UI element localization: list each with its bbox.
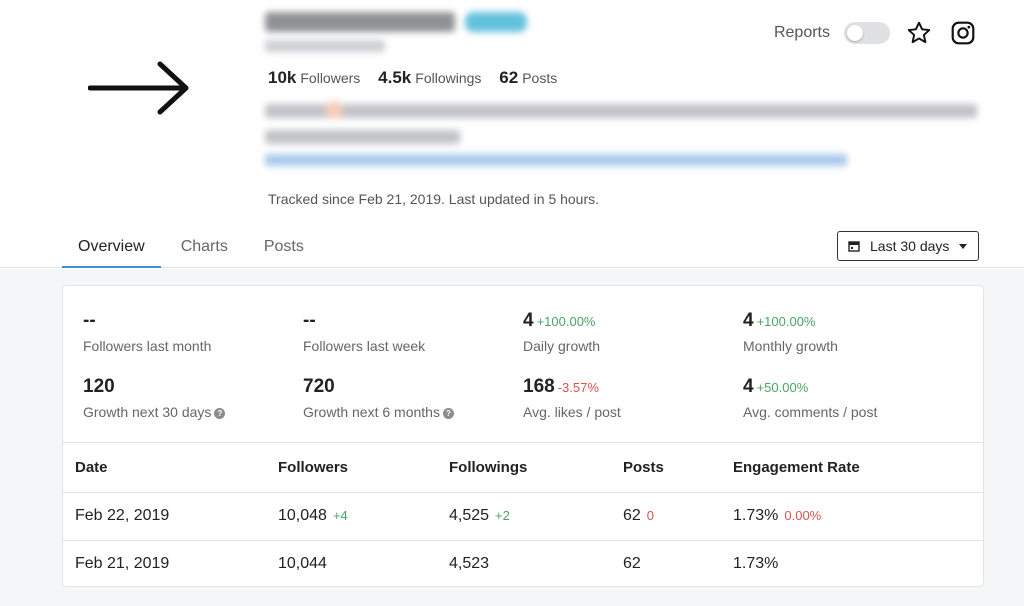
table-row: Feb 21, 2019 10,044 4,523 62 1.73%: [63, 540, 983, 586]
metric-label: Followers last week: [303, 338, 426, 354]
instagram-link-button[interactable]: [948, 18, 978, 48]
metric-value: 120: [83, 376, 115, 397]
favorite-button[interactable]: [904, 18, 934, 48]
metric-value: 4: [743, 310, 754, 331]
cell-value: 62: [623, 507, 641, 524]
star-outline-icon: [907, 21, 931, 44]
metric-label: Avg. comments / post: [743, 404, 878, 420]
metric-change: -3.57%: [557, 380, 599, 395]
cell-delta: 0.00%: [784, 508, 822, 523]
cell-posts: 62 0: [611, 492, 721, 541]
metric-growth-next-6-months: 720 Growth next 6 months?: [303, 376, 454, 420]
cell-value: 10,048: [278, 507, 327, 524]
overview-card: -- Followers last month -- Followers las…: [62, 285, 984, 587]
cell-followings: 4,525 +2: [437, 492, 611, 541]
metrics-grid: -- Followers last month -- Followers las…: [63, 286, 983, 443]
cell-posts: 62: [611, 540, 721, 586]
stat-followings: 4.5k Followings: [378, 68, 482, 87]
header-actions: Reports: [774, 18, 978, 48]
cell-value: 1.73%: [733, 555, 779, 573]
date-range-dropdown[interactable]: Last 30 days: [837, 231, 979, 261]
metric-monthly-growth: 4 +100.00% Monthly growth: [743, 310, 838, 354]
cell-delta: +4: [332, 508, 348, 523]
tab-posts[interactable]: Posts: [263, 238, 304, 255]
table-header-row: Date Followers Followings Posts Engageme…: [63, 444, 983, 493]
column-header-engagement-rate[interactable]: Engagement Rate: [721, 444, 983, 493]
profile-link-redacted: [265, 154, 847, 166]
metric-label: Growth next 30 days: [83, 404, 212, 420]
metric-value: --: [303, 310, 316, 331]
table-row: Feb 22, 2019 10,048 +4 4,525 +2 62 0 1.73% 0…: [63, 492, 983, 541]
metric-value: 4: [743, 376, 754, 397]
cell-value: 4,525: [449, 507, 490, 524]
metric-avg-comments: 4 +50.00% Avg. comments / post: [743, 376, 877, 420]
cell-delta: 0: [646, 508, 655, 523]
metric-value: --: [83, 310, 96, 331]
cell-value: 62: [623, 555, 641, 573]
profile-bio-redacted: [265, 101, 977, 119]
metric-change: +50.00%: [756, 380, 809, 395]
metric-daily-growth: 4 +100.00% Daily growth: [523, 310, 600, 354]
metric-followers-last-week: -- Followers last week: [303, 310, 425, 354]
column-header-date[interactable]: Date: [63, 444, 266, 493]
arrow-right-icon: [88, 61, 189, 115]
stat-posts: 62 Posts: [499, 68, 558, 87]
cell-date: Feb 22, 2019: [63, 492, 266, 541]
metric-avg-likes: 168 -3.57% Avg. likes / post: [523, 376, 621, 420]
cell-value: 4,523: [449, 555, 490, 573]
cell-value: 1.73%: [733, 507, 779, 524]
stat-followers: 10k Followers: [268, 68, 361, 87]
metric-label: Avg. likes / post: [523, 404, 621, 420]
tab-overview[interactable]: Overview: [62, 232, 161, 268]
cell-value: 10,044: [278, 555, 327, 573]
toggle-knob: [847, 25, 863, 41]
tab-charts[interactable]: Charts: [180, 238, 228, 255]
cell-followings: 4,523: [437, 540, 611, 586]
calendar-icon: [848, 241, 860, 252]
metric-value: 720: [303, 376, 335, 397]
metric-growth-next-30-days: 120 Growth next 30 days?: [83, 376, 226, 420]
metric-value: 168: [523, 376, 555, 397]
tracked-info: Tracked since Feb 21, 2019. Last updated…: [268, 191, 600, 207]
tab-bar: Overview Charts Posts: [62, 232, 324, 268]
metric-label: Followers last month: [83, 338, 212, 354]
column-header-followers[interactable]: Followers: [266, 444, 437, 493]
cell-delta: +2: [495, 508, 510, 523]
metric-change: +100.00%: [756, 314, 816, 329]
reports-toggle[interactable]: [844, 22, 890, 44]
help-icon[interactable]: ?: [214, 408, 226, 419]
cell-date: Feb 21, 2019: [75, 555, 170, 573]
metric-followers-last-month: -- Followers last month: [83, 310, 211, 354]
cell-engagement: 1.73%: [721, 540, 983, 586]
profile-handle-redacted: [265, 40, 385, 52]
reports-label: Reports: [773, 24, 830, 41]
instagram-icon: [951, 21, 975, 45]
cell-followers: 10,044: [266, 540, 437, 586]
profile-bio-redacted-line2: [265, 130, 460, 144]
metric-value: 4: [523, 310, 534, 331]
profile-stats: 10k Followers 4.5k Followings 62 Posts: [268, 68, 571, 88]
profile-name-redacted: [265, 12, 527, 32]
date-range-label: Last 30 days: [870, 238, 950, 254]
cell-followers: 10,048 +4: [266, 492, 437, 541]
column-header-followings[interactable]: Followings: [437, 444, 611, 493]
chevron-down-icon: [959, 243, 968, 249]
metric-label: Growth next 6 months: [303, 404, 440, 420]
metric-label: Daily growth: [523, 338, 601, 354]
cell-engagement: 1.73% 0.00%: [721, 492, 983, 541]
column-header-posts[interactable]: Posts: [611, 444, 721, 493]
profile-header: 10k Followers 4.5k Followings 62 Posts Trac…: [0, 0, 1024, 268]
help-icon[interactable]: ?: [442, 408, 454, 419]
metric-label: Monthly growth: [743, 338, 838, 354]
history-table: Date Followers Followings Posts Engageme…: [63, 444, 983, 586]
metric-change: +100.00%: [536, 314, 596, 329]
